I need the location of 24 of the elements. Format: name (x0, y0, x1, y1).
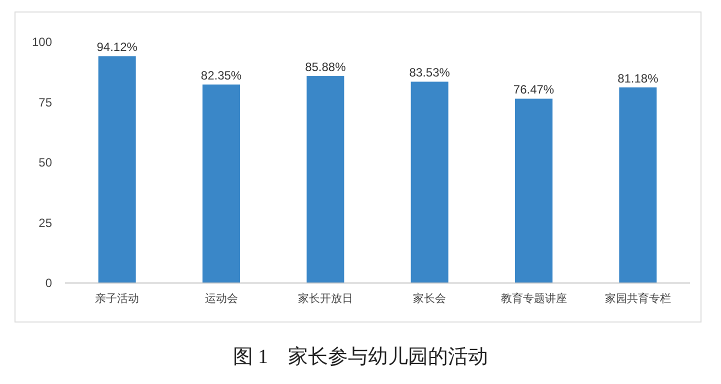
caption: 图 1 家长参与幼儿园的活动 (233, 346, 488, 368)
x-tick-label: 运动会 (204, 292, 238, 305)
x-tick-label: 教育专题讲座 (500, 292, 567, 305)
data-label: 85.88% (305, 60, 346, 74)
bar (515, 98, 552, 283)
x-tick-label: 家长会 (413, 292, 446, 305)
bar (619, 87, 657, 283)
y-tick-label: 100 (32, 35, 52, 49)
data-label: 82.35% (200, 68, 242, 83)
y-tick-label: 50 (38, 156, 52, 170)
data-label: 76.47% (513, 82, 554, 97)
bar (410, 82, 448, 283)
y-tick-label: 75 (38, 95, 52, 110)
bar (202, 84, 240, 283)
x-tick-label: 亲子活动 (95, 292, 140, 305)
y-tick-label: 0 (45, 276, 52, 290)
bar (98, 56, 136, 283)
x-tick-label: 家园共育专栏 (604, 292, 671, 305)
data-label: 81.18% (618, 71, 659, 86)
y-tick-label: 25 (38, 216, 52, 230)
data-label: 94.12% (96, 40, 138, 54)
data-label: 83.53% (409, 66, 450, 80)
bar (306, 76, 344, 283)
x-tick-label: 家长开放日 (298, 292, 353, 305)
